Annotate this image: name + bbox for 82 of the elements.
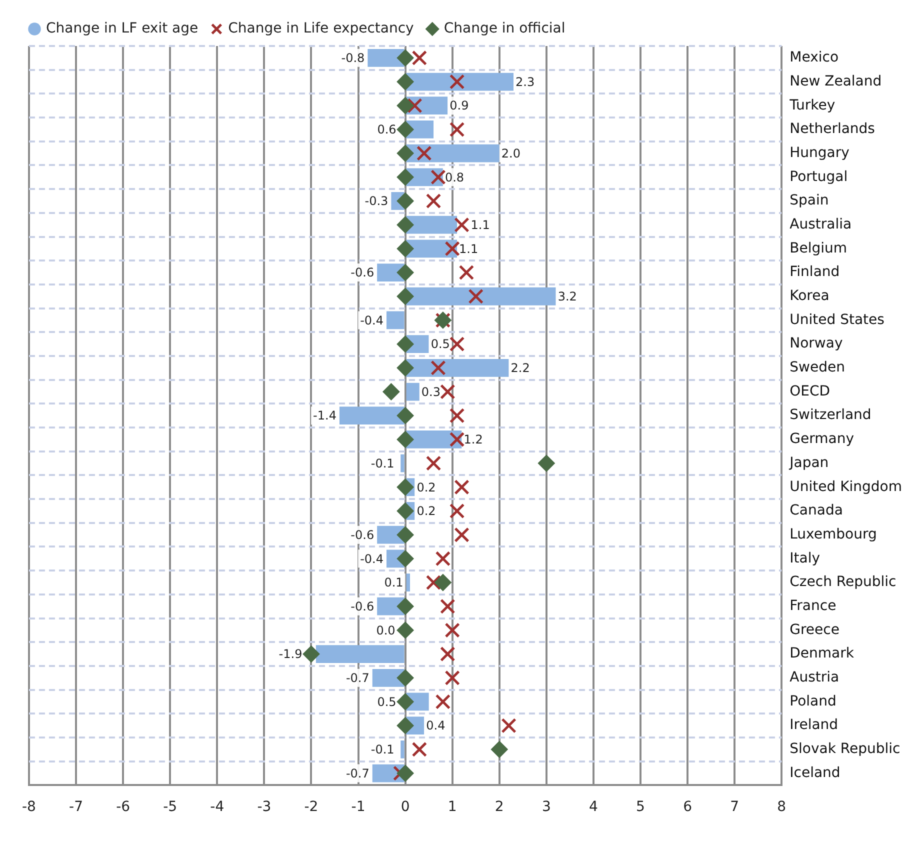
data-label: 0.3	[421, 384, 441, 399]
x-tick-label: 4	[589, 799, 598, 816]
y-tick-label: Czech Republic	[790, 574, 896, 590]
y-tick-label: Slovak Republic	[790, 741, 900, 758]
x-tick-label: 7	[730, 799, 740, 816]
x-tick-label: 5	[636, 799, 645, 816]
x-tick-label: -6	[116, 799, 130, 816]
data-label: 2.0	[501, 146, 520, 160]
x-tick-label: 0	[400, 799, 410, 816]
data-label: -0.1	[370, 742, 394, 757]
legend-label: Change in LF exit age	[46, 20, 198, 37]
data-label: -0.1	[370, 456, 394, 470]
y-tick-label: Netherlands	[790, 121, 875, 138]
y-tick-label: Switzerland	[790, 407, 872, 424]
data-label: 1.1	[470, 218, 490, 232]
data-label: -0.4	[360, 552, 384, 566]
data-label: 0.9	[450, 98, 469, 113]
y-tick-label: Portugal	[790, 168, 848, 185]
data-label: 3.2	[558, 290, 577, 304]
y-tick-label: Sweden	[790, 360, 845, 376]
y-tick-label: Belgium	[790, 240, 848, 256]
y-tick-label: United States	[790, 312, 884, 328]
y-tick-label: Germany	[790, 431, 854, 448]
data-label: 0.2	[416, 504, 436, 518]
y-tick-label: Norway	[790, 336, 843, 352]
y-tick-label: Japan	[788, 454, 829, 471]
y-tick-label: Luxembourg	[790, 526, 877, 542]
data-label: 0.8	[444, 170, 464, 184]
x-tick-label: 8	[777, 799, 786, 816]
x-tick-label: 2	[494, 799, 504, 816]
y-tick-label: Korea	[790, 288, 830, 304]
x-tick-label: -1	[351, 799, 366, 816]
x-tick-label: -7	[69, 799, 84, 816]
data-label: 0.5	[430, 337, 450, 352]
y-tick-label: Italy	[790, 550, 820, 566]
y-tick-label: Spain	[790, 192, 829, 209]
data-label: 1.2	[464, 432, 483, 447]
y-tick-label: Finland	[790, 264, 840, 280]
y-tick-label: Poland	[790, 693, 836, 710]
y-tick-label: United Kingdom	[790, 478, 902, 495]
y-tick-label: Denmark	[790, 646, 855, 662]
data-label: 0.1	[384, 576, 404, 590]
data-label: -0.6	[350, 266, 374, 280]
data-label: 2.3	[516, 74, 535, 89]
y-tick-label: Austria	[790, 670, 840, 686]
y-tick-label: France	[790, 598, 836, 614]
x-tick-label: -5	[163, 799, 178, 816]
y-tick-label: OECD	[790, 383, 830, 400]
x-tick-label: -4	[210, 799, 224, 816]
data-label: 0.2	[416, 480, 436, 494]
legend-label: Change in official	[444, 20, 566, 37]
y-tick-label: Canada	[790, 502, 843, 519]
data-label: 1.1	[459, 242, 478, 256]
data-label: 0.0	[376, 623, 396, 638]
y-tick-label: Mexico	[790, 50, 839, 66]
x-tick-label: 6	[683, 799, 692, 816]
data-label: -1.9	[278, 647, 302, 662]
data-label: 2.2	[510, 361, 530, 376]
data-label: -0.7	[346, 766, 370, 780]
legend-label: Change in Life expectancy	[228, 20, 414, 37]
data-label: 0.4	[426, 718, 446, 733]
x-tick-label: -8	[22, 799, 36, 816]
y-tick-label: Greece	[790, 622, 840, 638]
y-tick-label: Australia	[790, 216, 852, 232]
x-tick-label: 3	[542, 799, 551, 816]
data-label: -0.6	[350, 599, 374, 614]
data-label: -0.8	[341, 51, 365, 66]
x-tick-label: 1	[448, 799, 457, 816]
x-tick-label: -2	[304, 799, 318, 816]
y-tick-label: Hungary	[790, 144, 850, 161]
data-label: -0.7	[346, 671, 370, 686]
data-label: -1.4	[313, 408, 336, 423]
data-label: 0.5	[377, 694, 396, 709]
data-label: 0.6	[377, 122, 396, 137]
data-label: -0.6	[350, 528, 374, 542]
x-tick-label: -3	[257, 799, 272, 816]
y-tick-label: Ireland	[790, 717, 838, 734]
data-label: -0.4	[360, 313, 384, 328]
y-tick-label: New Zealand	[790, 73, 882, 90]
y-tick-label: Turkey	[788, 97, 836, 114]
y-tick-label: Iceland	[790, 764, 840, 781]
data-label: -0.3	[364, 194, 388, 208]
